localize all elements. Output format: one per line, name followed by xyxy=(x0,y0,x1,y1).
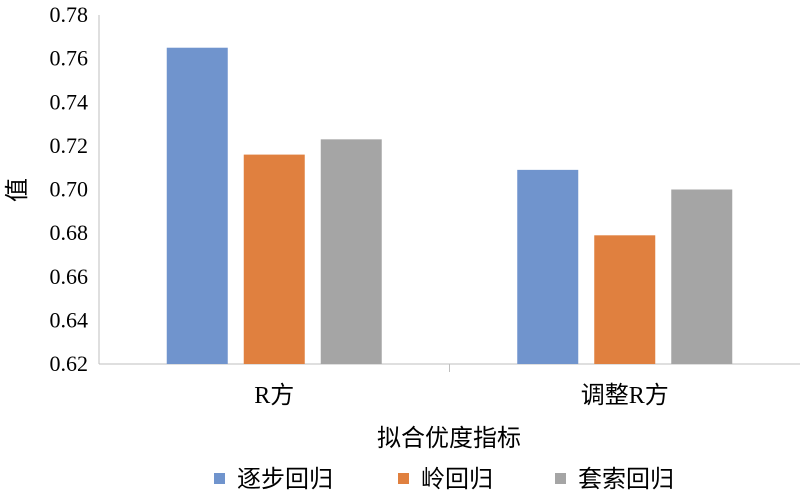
legend-label: 套索回归 xyxy=(578,466,674,493)
legend-label: 逐步回归 xyxy=(237,466,333,493)
y-tick-label: 0.78 xyxy=(50,2,89,27)
y-tick-label: 0.64 xyxy=(50,307,89,332)
y-tick-label: 0.62 xyxy=(50,351,89,376)
y-tick-label: 0.66 xyxy=(50,264,89,289)
y-tick-label: 0.70 xyxy=(50,177,89,202)
bar xyxy=(166,47,228,364)
bar xyxy=(517,169,579,364)
bars xyxy=(166,47,733,364)
legend-swatch xyxy=(214,473,225,484)
y-axis: 0.62 0.64 0.66 0.68 0.70 0.72 0.74 0.76 0.78 xyxy=(50,2,100,376)
bar xyxy=(594,235,656,364)
x-axis: R方 调整R方 xyxy=(99,363,800,409)
y-tick-label: 0.76 xyxy=(50,46,89,71)
y-tick-label: 0.74 xyxy=(50,89,89,114)
legend: 逐步回归 岭回归 套索回归 xyxy=(214,466,674,493)
bar xyxy=(671,189,733,364)
x-category-label: R方 xyxy=(254,382,294,409)
y-tick-labels: 0.62 0.64 0.66 0.68 0.70 0.72 0.74 0.76 0.78 xyxy=(50,2,89,376)
y-tick-label: 0.72 xyxy=(50,133,89,158)
legend-swatch xyxy=(555,473,566,484)
y-axis-title: 值 xyxy=(4,178,31,202)
legend-swatch xyxy=(398,473,409,484)
x-category-labels: R方 调整R方 xyxy=(254,382,669,409)
x-category-label: 调整R方 xyxy=(581,382,669,409)
y-tick-label: 0.68 xyxy=(50,220,89,245)
x-axis-title: 拟合优度指标 xyxy=(377,425,521,452)
bar xyxy=(243,154,305,364)
bar xyxy=(320,139,382,364)
legend-label: 岭回归 xyxy=(421,466,493,493)
